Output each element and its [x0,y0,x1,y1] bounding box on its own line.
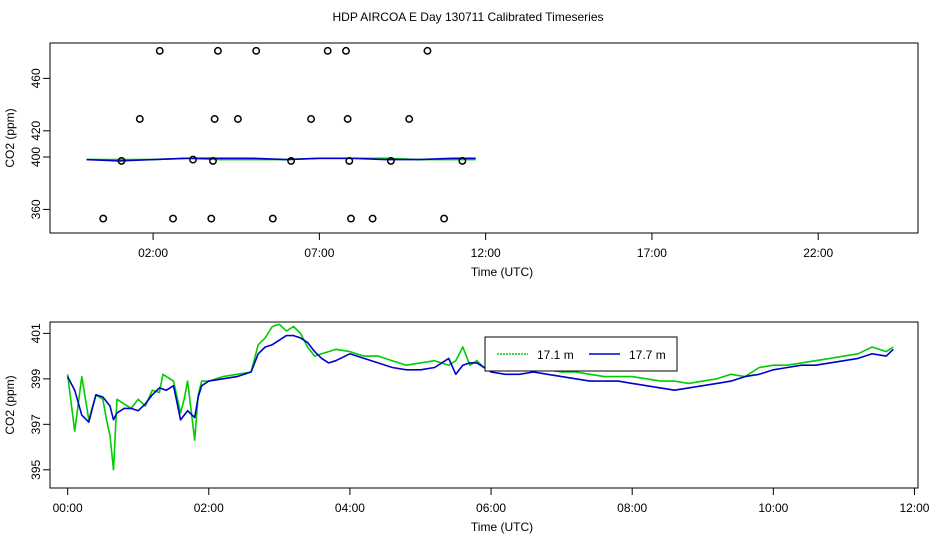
x-tick-label: 02:00 [194,501,224,515]
y-tick-label: 460 [29,68,43,88]
data-point [323,46,332,55]
x-tick-label: 00:00 [53,501,83,515]
data-point [386,156,395,165]
data-point [99,214,108,223]
data-point [210,115,219,123]
y-tick-label: 360 [29,199,43,219]
data-point [405,115,414,123]
data-point [233,115,242,123]
data-point [307,115,316,123]
x-axis-label: Time (UTC) [471,265,533,279]
data-point [345,156,354,165]
series-line-green [66,323,894,471]
data-point [368,214,377,223]
data-point [287,156,296,165]
data-point [207,214,216,223]
x-tick-label: 02:00 [138,246,168,260]
top-panel: 02:00 07:00 12:00 17:00 22:00 360 400 420 460 Tim… [3,42,919,279]
data-point [189,155,197,164]
bottom-panel: 00:00 02:00 04:00 06:00 08:00 10:00 12:00 395 39… [3,321,930,534]
data-point [169,214,177,223]
data-point [117,156,126,165]
y-tick-label: 399 [29,369,43,389]
y-axis-label: CO2 (ppm) [3,108,17,167]
data-point [423,46,432,55]
series-line-blue [86,157,476,162]
data-point [458,156,467,165]
plot-frame [49,42,919,234]
data-point [209,156,217,165]
data-point [252,46,261,55]
data-point [343,115,352,123]
x-tick-label: 10:00 [758,501,788,515]
y-tick-label: 401 [29,323,43,343]
x-tick-label: 17:00 [637,246,667,260]
data-point [135,115,144,123]
x-axis-label: Time (UTC) [471,520,533,534]
data-point [347,214,355,223]
x-tick-label: 04:00 [335,501,365,515]
x-tick-label: 12:00 [471,246,501,260]
y-axis-label: CO2 (ppm) [3,375,17,434]
x-tick-label: 06:00 [476,501,506,515]
legend-label-blue: 17.7 m [629,348,666,362]
data-point [155,46,164,55]
data-point [342,46,350,55]
y-tick-label: 395 [29,459,43,479]
x-tick-label: 08:00 [617,501,647,515]
series-line-blue [66,334,894,423]
plot-frame [49,321,919,489]
data-point [440,214,449,223]
y-tick-label: 420 [29,120,43,140]
y-tick-label: 400 [29,147,43,167]
figure-title: HDP AIRCOA E Day 130711 Calibrated Times… [332,10,603,24]
y-tick-label: 397 [29,414,43,434]
x-tick-label: 12:00 [899,501,929,515]
data-point [268,214,277,223]
x-tick-label: 07:00 [304,246,334,260]
legend-label-green: 17.1 m [537,348,574,362]
x-tick-label: 22:00 [803,246,833,260]
data-point [213,46,222,55]
